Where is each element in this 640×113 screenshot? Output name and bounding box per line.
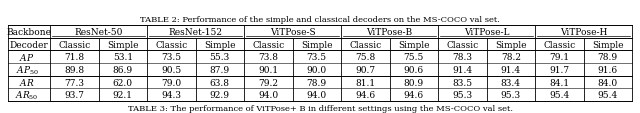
Text: Classic: Classic <box>155 40 188 49</box>
Text: Simple: Simple <box>107 40 138 49</box>
Text: 95.4: 95.4 <box>549 90 570 99</box>
Text: 90.5: 90.5 <box>161 65 181 74</box>
Text: 93.7: 93.7 <box>64 90 84 99</box>
Text: TABLE 3: The performance of ViTPose+ B in different settings using the MS-COCO v: TABLE 3: The performance of ViTPose+ B i… <box>127 104 513 112</box>
Text: 90.0: 90.0 <box>307 65 327 74</box>
Text: 91.4: 91.4 <box>500 65 521 74</box>
Text: 71.8: 71.8 <box>64 53 84 62</box>
Text: 94.3: 94.3 <box>161 90 181 99</box>
Text: 94.6: 94.6 <box>355 90 375 99</box>
Text: 73.5: 73.5 <box>307 53 327 62</box>
Text: 53.1: 53.1 <box>113 53 133 62</box>
Text: 75.8: 75.8 <box>355 53 376 62</box>
Text: Simple: Simple <box>592 40 623 49</box>
Text: 55.3: 55.3 <box>210 53 230 62</box>
Text: 81.1: 81.1 <box>355 78 375 87</box>
Text: Classic: Classic <box>446 40 478 49</box>
Text: 62.0: 62.0 <box>113 78 132 87</box>
Text: 80.9: 80.9 <box>404 78 424 87</box>
Text: 77.3: 77.3 <box>64 78 84 87</box>
Text: ViTPose-L: ViTPose-L <box>464 28 509 36</box>
Text: TABLE 2: Performance of the simple and classical decoders on the MS-COCO val set: TABLE 2: Performance of the simple and c… <box>140 16 500 24</box>
Text: 78.3: 78.3 <box>452 53 472 62</box>
Text: 95.3: 95.3 <box>500 90 521 99</box>
Text: 79.0: 79.0 <box>161 78 181 87</box>
Text: 90.6: 90.6 <box>404 65 424 74</box>
Text: 94.0: 94.0 <box>307 90 327 99</box>
Text: $AP_{50}$: $AP_{50}$ <box>15 64 38 76</box>
Text: $AP$: $AP$ <box>19 52 35 63</box>
Text: Classic: Classic <box>349 40 381 49</box>
Text: 91.6: 91.6 <box>598 65 618 74</box>
Text: ViTPose-H: ViTPose-H <box>560 28 607 36</box>
Text: Classic: Classic <box>252 40 284 49</box>
Text: 92.1: 92.1 <box>113 90 132 99</box>
Text: 91.4: 91.4 <box>452 65 472 74</box>
Text: 90.1: 90.1 <box>258 65 278 74</box>
Text: Simple: Simple <box>204 40 236 49</box>
Text: Classic: Classic <box>543 40 575 49</box>
Text: Backbone: Backbone <box>6 28 51 36</box>
Text: Simple: Simple <box>301 40 333 49</box>
Text: 86.9: 86.9 <box>113 65 133 74</box>
Text: $AR$: $AR$ <box>19 77 35 88</box>
Text: 95.3: 95.3 <box>452 90 472 99</box>
Text: 87.9: 87.9 <box>210 65 230 74</box>
Text: 83.5: 83.5 <box>452 78 472 87</box>
Text: 90.7: 90.7 <box>355 65 375 74</box>
Text: ResNet-50: ResNet-50 <box>74 28 123 36</box>
Text: 73.8: 73.8 <box>259 53 278 62</box>
Text: Decoder: Decoder <box>10 40 49 49</box>
Text: ResNet-152: ResNet-152 <box>168 28 223 36</box>
Text: 84.1: 84.1 <box>549 78 570 87</box>
Text: 75.5: 75.5 <box>404 53 424 62</box>
Text: 79.2: 79.2 <box>259 78 278 87</box>
Text: 84.0: 84.0 <box>598 78 618 87</box>
Text: $AR_{50}$: $AR_{50}$ <box>15 89 39 101</box>
Text: ViTPose-S: ViTPose-S <box>269 28 316 36</box>
Text: Classic: Classic <box>58 40 90 49</box>
Text: 79.1: 79.1 <box>549 53 570 62</box>
Text: 73.5: 73.5 <box>161 53 181 62</box>
Text: 94.0: 94.0 <box>258 90 278 99</box>
Text: 94.6: 94.6 <box>404 90 424 99</box>
Text: 89.8: 89.8 <box>64 65 84 74</box>
Text: ViTPose-B: ViTPose-B <box>367 28 413 36</box>
Text: 92.9: 92.9 <box>210 90 230 99</box>
Text: 78.9: 78.9 <box>307 78 327 87</box>
Text: 63.8: 63.8 <box>210 78 230 87</box>
Text: 78.2: 78.2 <box>500 53 521 62</box>
Text: 95.4: 95.4 <box>598 90 618 99</box>
Text: 83.4: 83.4 <box>500 78 521 87</box>
Text: Simple: Simple <box>495 40 527 49</box>
Text: Simple: Simple <box>398 40 429 49</box>
Text: 78.9: 78.9 <box>598 53 618 62</box>
Text: 91.7: 91.7 <box>549 65 570 74</box>
